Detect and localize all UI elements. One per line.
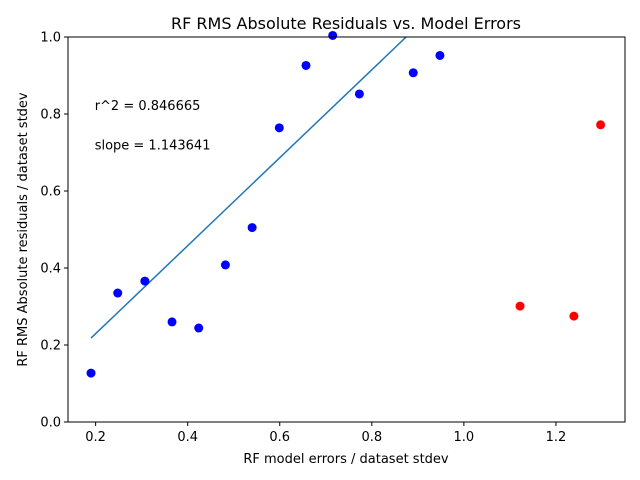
x-tick-label: 1.0: [454, 430, 475, 445]
x-tick-label: 0.4: [177, 430, 198, 445]
data-point: [596, 120, 606, 130]
data-point: [220, 260, 230, 270]
annotation-text: slope = 1.143641: [95, 138, 211, 153]
data-point: [194, 323, 204, 333]
data-point: [328, 30, 338, 40]
data-point: [140, 276, 150, 286]
y-tick-label: 1.0: [40, 31, 61, 46]
data-point: [408, 68, 418, 78]
data-point: [515, 301, 525, 311]
fit-line: [90, 37, 408, 339]
x-tick-label: 1.2: [546, 430, 567, 445]
data-point: [247, 223, 257, 233]
x-tick-label: 0.2: [85, 430, 106, 445]
data-point: [274, 123, 284, 133]
data-point: [167, 317, 177, 327]
data-point: [569, 311, 579, 321]
y-tick-label: 0.6: [40, 185, 61, 200]
y-tick-label: 0.0: [40, 416, 61, 431]
y-axis-title: RF RMS Absolute residuals / dataset stde…: [16, 92, 31, 367]
annotation-text: r^2 = 0.846665: [95, 99, 201, 114]
data-point: [435, 50, 445, 60]
data-point: [113, 288, 123, 298]
plot-frame: [67, 36, 626, 423]
fit-layer: [90, 37, 408, 339]
data-point: [86, 368, 96, 378]
points-layer: [86, 30, 606, 378]
annotations: r^2 = 0.846665 slope = 1.143641: [95, 99, 211, 153]
x-tick-label: 0.6: [269, 430, 290, 445]
x-tick-label: 0.8: [361, 430, 382, 445]
data-point: [354, 89, 364, 99]
y-tick-label: 0.2: [40, 339, 61, 354]
y-axis: 0.0 0.2 0.4 0.6 0.8 1.0: [40, 31, 68, 431]
y-tick-label: 0.8: [40, 108, 61, 123]
chart-title: RF RMS Absolute Residuals vs. Model Erro…: [171, 14, 521, 33]
data-point: [301, 60, 311, 70]
y-tick-label: 0.4: [40, 262, 61, 277]
x-axis: 0.2 0.4 0.6 0.8 1.0 1.2: [85, 422, 566, 445]
x-axis-title: RF model errors / dataset stdev: [243, 452, 449, 467]
